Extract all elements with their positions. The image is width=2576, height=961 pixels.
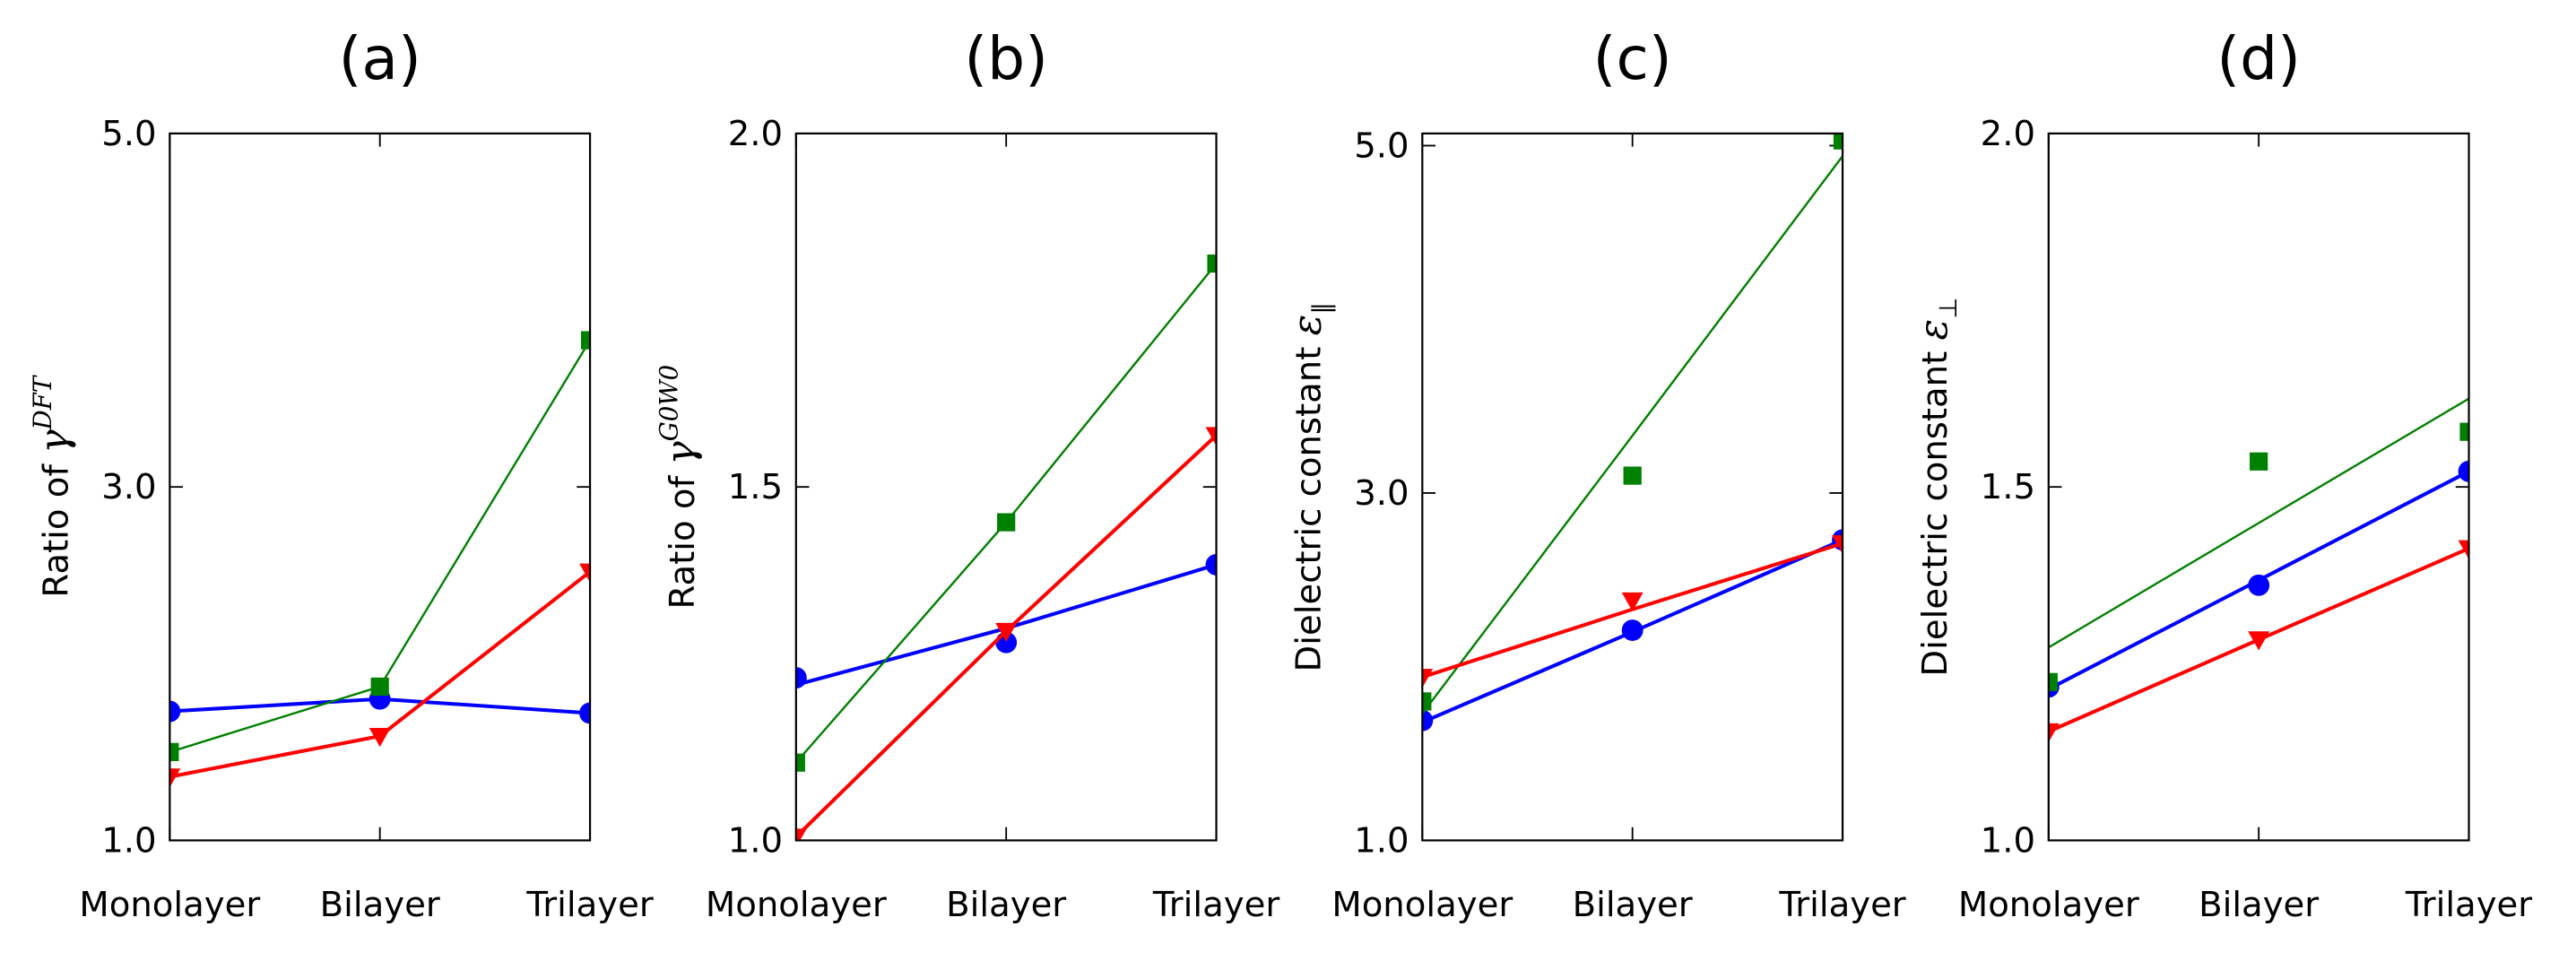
x-tick-label: Monolayer (1958, 885, 2139, 925)
y-label-sup: G0W0 (654, 365, 683, 441)
marker (1623, 466, 1642, 485)
marker (2248, 631, 2270, 651)
y-tick-label: 2.0 (728, 114, 783, 154)
x-tick-label: Monolayer (706, 885, 887, 925)
marker (579, 702, 591, 724)
marker (1832, 534, 1843, 555)
plot-area (795, 254, 1217, 841)
panel: (d) Dielectric constant ε⊥ 1.0 1.5 2.0 Monola… (1911, 24, 2532, 925)
marker (169, 700, 181, 723)
y-tick-label: 5.0 (1354, 126, 1409, 166)
plot-area (2048, 397, 2469, 742)
y-tick-label: 1.5 (728, 467, 783, 507)
panel-title: (a) (339, 24, 421, 93)
y-tick-label: 1.0 (1354, 820, 1409, 861)
x-tick-label: Trilayer (525, 885, 653, 925)
y-tick-label: 1.0 (1981, 820, 2035, 861)
y-label-symbol: ε (1911, 319, 1956, 341)
panel-title: (c) (1593, 24, 1672, 93)
marker (2459, 422, 2469, 441)
y-label-symbol: γ (658, 441, 704, 465)
panel: (c) Dielectric constant ε∥ 1.0 3.0 5.0 Monola… (1284, 24, 1905, 925)
marker (995, 622, 1018, 642)
y-label-sup: DFT (28, 374, 57, 430)
y-label-sub: ⊥ (1933, 298, 1963, 319)
x-tick-label: Monolayer (1331, 885, 1513, 925)
y-label-text: Ratio of (663, 465, 703, 610)
x-tick-label: Bilayer (2199, 885, 2319, 925)
y-label-sub: ∥ (1306, 302, 1336, 315)
marker (2248, 574, 2270, 596)
marker (1422, 692, 1432, 711)
x-tick-label: Trilayer (1778, 885, 1905, 925)
marker (580, 331, 591, 350)
marker (370, 677, 389, 697)
x-tick-label: Bilayer (946, 885, 1066, 925)
marker (2048, 672, 2058, 691)
marker (1205, 427, 1217, 446)
y-tick-label: 1.0 (728, 820, 783, 861)
marker (1621, 619, 1644, 641)
marker (2458, 540, 2469, 559)
panel-title: (d) (2216, 24, 2301, 93)
marker (1207, 254, 1217, 273)
axes-frame (169, 132, 592, 842)
y-tick-label: 5.0 (101, 114, 156, 154)
marker (2250, 452, 2268, 471)
panel: (b) Ratio of γG0W0 1.0 1.5 2.0 Monolayer Bilay… (654, 24, 1279, 925)
marker (1422, 709, 1434, 732)
marker (997, 513, 1016, 532)
x-tick-label: Trilayer (1152, 885, 1279, 925)
y-axis-label: Dielectric constant ε∥ (1284, 302, 1336, 672)
series-line (1422, 155, 1843, 714)
y-axis-label: Dielectric constant ε⊥ (1911, 298, 1963, 677)
x-tick-label: Trilayer (2405, 885, 2532, 925)
series-line (2048, 397, 2469, 649)
marker (369, 727, 391, 748)
marker (579, 563, 591, 583)
y-tick-label: 2.0 (1981, 114, 2035, 154)
marker (2458, 460, 2469, 482)
series-line (795, 263, 1217, 764)
y-tick-label: 3.0 (101, 467, 156, 507)
marker (169, 742, 179, 761)
x-tick-label: Monolayer (79, 885, 260, 925)
axes-frame (794, 132, 1218, 842)
marker (1621, 592, 1644, 612)
x-tick-label: Bilayer (320, 885, 440, 925)
y-label-symbol: ε (1284, 315, 1330, 336)
y-tick-label: 3.0 (1354, 473, 1409, 514)
axes-frame (1421, 132, 1844, 842)
plot-area (169, 331, 591, 788)
panel-title: (b) (964, 24, 1048, 93)
y-tick-label: 1.5 (1981, 467, 2035, 507)
marker (1205, 553, 1217, 576)
marker (1833, 133, 1843, 150)
marker (1422, 669, 1434, 688)
marker (795, 667, 807, 689)
y-label-text: Dielectric constant (1915, 340, 1956, 676)
y-axis-label: Ratio of γDFT (28, 374, 77, 597)
y-label-symbol: γ (31, 429, 77, 454)
y-label-text: Dielectric constant (1288, 335, 1329, 671)
panel: (a) Ratio of γDFT 1.0 3.0 5.0 Monolayer Bilaye… (28, 24, 654, 925)
y-label-text: Ratio of (36, 454, 76, 598)
x-tick-label: Bilayer (1573, 885, 1693, 925)
y-tick-label: 1.0 (101, 820, 156, 861)
marker (169, 768, 181, 788)
plot-area (1422, 133, 1843, 732)
axes-frame (2047, 132, 2470, 842)
y-axis-label: Ratio of γG0W0 (654, 365, 703, 610)
marker (795, 753, 805, 772)
marker (795, 828, 807, 841)
